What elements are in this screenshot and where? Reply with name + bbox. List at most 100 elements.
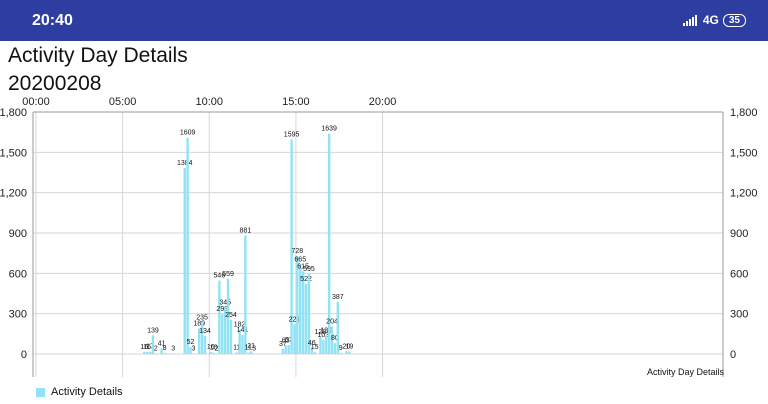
bar-value-label: 189 — [193, 321, 205, 328]
bar-value-label: 16 — [143, 344, 151, 351]
bar — [313, 351, 316, 354]
bar — [307, 274, 311, 354]
bar-value-label: 41 — [158, 340, 166, 347]
bar-value-label: 46 — [308, 340, 316, 347]
bar — [154, 353, 158, 355]
bar-value-label: 387 — [332, 294, 344, 301]
bar — [238, 329, 241, 354]
bar-value-label: 52 — [187, 339, 195, 346]
bar-value-label: 298 — [216, 306, 228, 313]
bar — [322, 340, 325, 354]
bar-value-label: 345 — [219, 300, 231, 307]
x-tick-label: 05:00 — [109, 96, 137, 108]
bar-value-label: 15 — [311, 344, 319, 351]
bar-value-label: 16 — [140, 344, 148, 351]
bar-value-label: 595 — [303, 266, 315, 273]
bar — [235, 352, 238, 354]
x-tick-label: 20:00 — [369, 96, 397, 108]
bar-value-label: 16 — [207, 344, 215, 351]
bar — [296, 256, 299, 354]
y-tick-label-left: 0 — [21, 349, 27, 361]
bar-value-label: 615 — [297, 263, 309, 270]
bar-value-label: 141 — [237, 327, 249, 334]
bar — [339, 352, 342, 354]
chart-legend: Activity Details — [36, 386, 123, 398]
bar — [215, 353, 218, 355]
bar-value-label: 9 — [339, 345, 343, 352]
bar — [221, 313, 224, 354]
bar — [327, 133, 331, 354]
status-bar: 20:40 4G 35 — [0, 0, 768, 41]
bar-value-label: 881 — [240, 228, 252, 235]
page-date: 20200208 — [8, 72, 102, 95]
bar — [301, 271, 305, 354]
bar — [163, 352, 166, 354]
bar — [160, 348, 163, 354]
legend-swatch — [36, 387, 45, 397]
bar — [171, 353, 175, 355]
bar-value-label: 80 — [331, 335, 339, 342]
bar — [200, 322, 204, 354]
bar-value-label: 3 — [191, 346, 195, 353]
bar — [244, 235, 247, 354]
bar — [287, 344, 290, 354]
y-tick-label-left: 1,800 — [0, 107, 27, 119]
bar — [226, 278, 230, 354]
bar-value-label: 67 — [285, 337, 293, 344]
bar — [336, 301, 339, 354]
bar — [197, 328, 201, 354]
bar-value-label: 522 — [300, 276, 312, 283]
bar-value-label: 1384 — [177, 160, 193, 167]
chart-description: Activity Day Details — [647, 367, 725, 377]
bar — [333, 343, 337, 354]
x-tick-label: 00:00 — [22, 96, 50, 108]
bar-value-label: 11 — [245, 345, 252, 352]
bar — [186, 137, 189, 354]
x-tick-label: 10:00 — [196, 96, 224, 108]
bar — [212, 352, 215, 354]
bar-value-label: 182 — [234, 322, 246, 329]
bar-value-label: 546 — [214, 273, 226, 280]
bar-value-label: 1595 — [284, 132, 300, 139]
bar — [299, 264, 302, 354]
bar — [304, 283, 308, 354]
bar-value-label: 1639 — [321, 126, 337, 133]
bar-value-label: 19 — [345, 343, 353, 350]
bar — [241, 335, 244, 354]
bar-value-label: 10 — [210, 345, 218, 352]
bar — [189, 347, 192, 354]
bar — [247, 352, 250, 354]
bar — [281, 349, 285, 354]
y-tick-label-right: 1,800 — [730, 107, 758, 119]
bar-value-label: 21 — [247, 343, 255, 350]
bar-value-label: 221 — [289, 316, 301, 323]
y-tick-label-right: 300 — [730, 309, 748, 321]
bar — [209, 351, 212, 354]
bar — [319, 336, 322, 354]
y-tick-label-left: 600 — [9, 268, 27, 280]
bar-value-label: 11 — [233, 345, 240, 352]
bar — [148, 351, 152, 354]
bar-value-label: 235 — [196, 314, 208, 321]
bar-value-label: 3 — [252, 346, 256, 353]
bar-value-label: 204 — [326, 319, 338, 326]
bar-value-label: 103 — [318, 332, 330, 339]
bar — [284, 345, 288, 354]
y-tick-label-right: 1,500 — [730, 147, 758, 159]
legend-label: Activity Details — [51, 386, 123, 398]
activity-bar-chart[interactable]: 0 0 300 300 600 600 900 900 1,200 1,200 1,500 1,500… — [0, 92, 768, 384]
bar-value-label: 20 — [343, 343, 351, 350]
bar-value-label: 37 — [279, 341, 287, 348]
bar — [330, 326, 334, 354]
bar-value-label: 17 — [146, 344, 154, 351]
bar — [290, 139, 293, 354]
y-tick-label-right: 900 — [730, 228, 748, 240]
bar-value-label: 8 — [163, 345, 167, 352]
y-tick-label-right: 0 — [730, 349, 736, 361]
bar — [223, 307, 227, 354]
bar-value-label: 2 — [215, 346, 219, 353]
bar-value-label: 1609 — [180, 130, 196, 137]
bar — [145, 351, 149, 354]
bar — [192, 353, 195, 355]
bar — [229, 319, 233, 354]
